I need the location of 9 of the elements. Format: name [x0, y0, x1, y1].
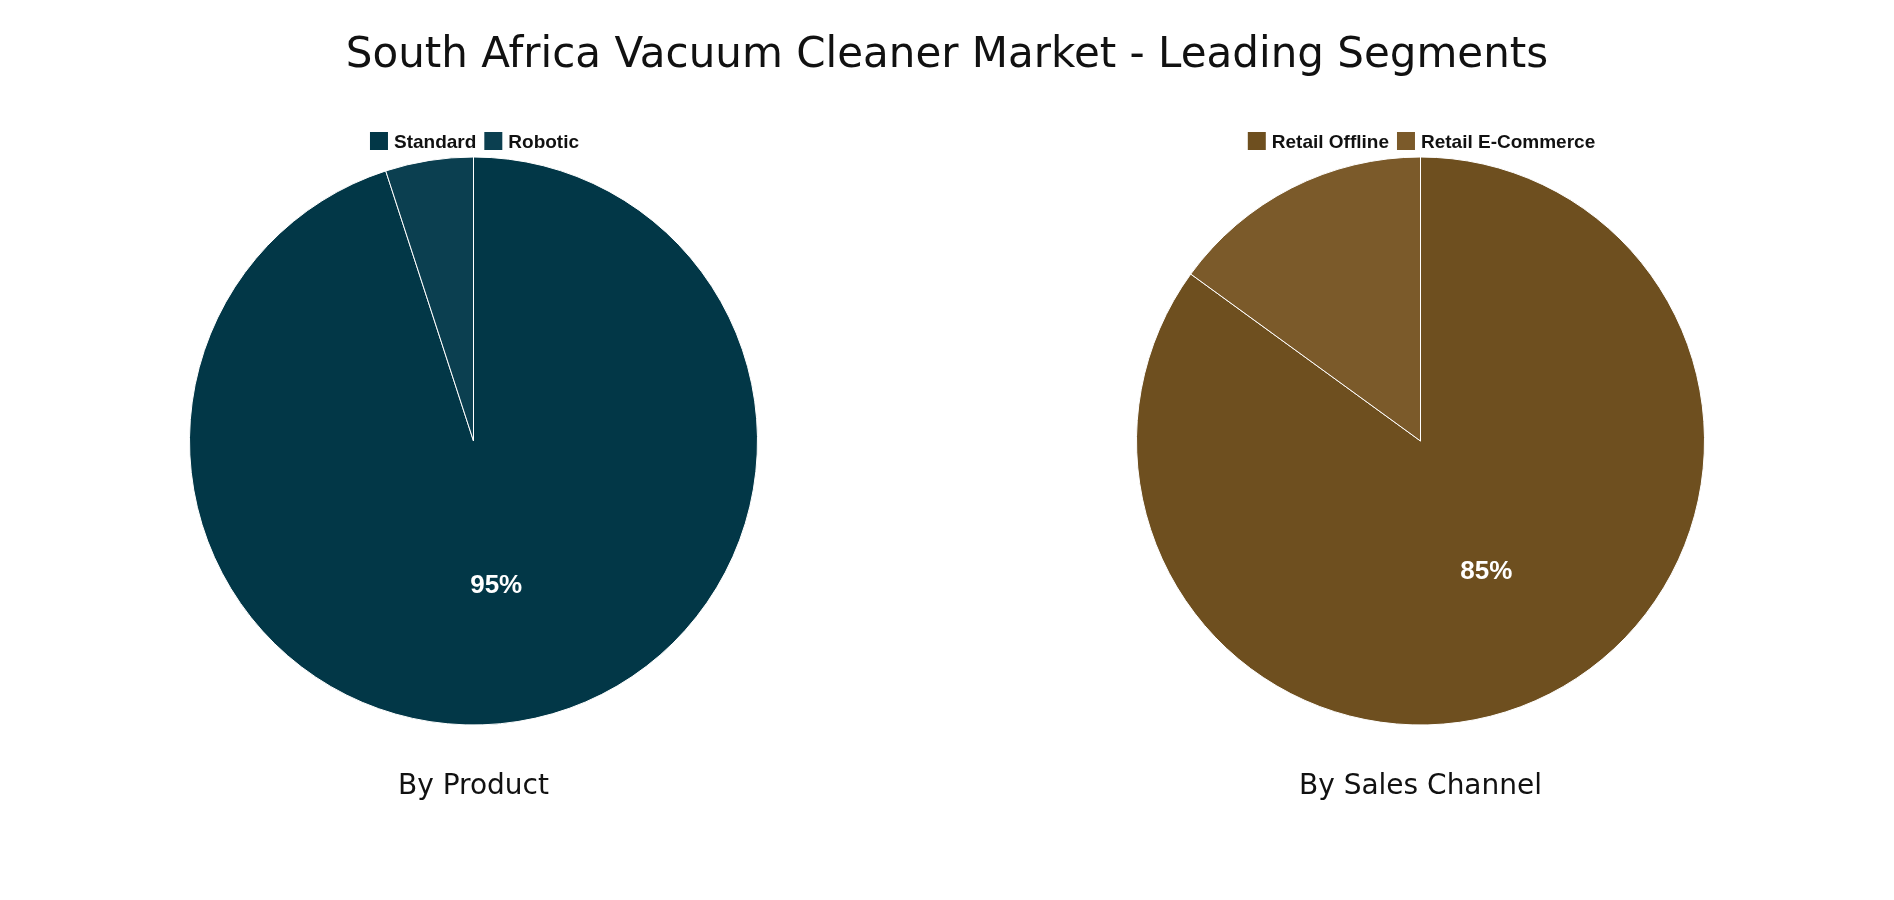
data-label: 95% — [470, 569, 523, 600]
legend-label: Robotic — [508, 130, 580, 152]
legend-label: Standard — [393, 130, 477, 152]
legend-label: Retail E-Commerce — [1420, 130, 1596, 152]
text: South Africa Vacuum Cleaner Market - Leading Segments — [344, 28, 1550, 77]
text: By Product — [398, 767, 550, 801]
legend-label: Retail Offline — [1271, 130, 1389, 152]
text: By Sales Channel — [1298, 767, 1543, 801]
data-label: 85% — [1460, 555, 1513, 586]
